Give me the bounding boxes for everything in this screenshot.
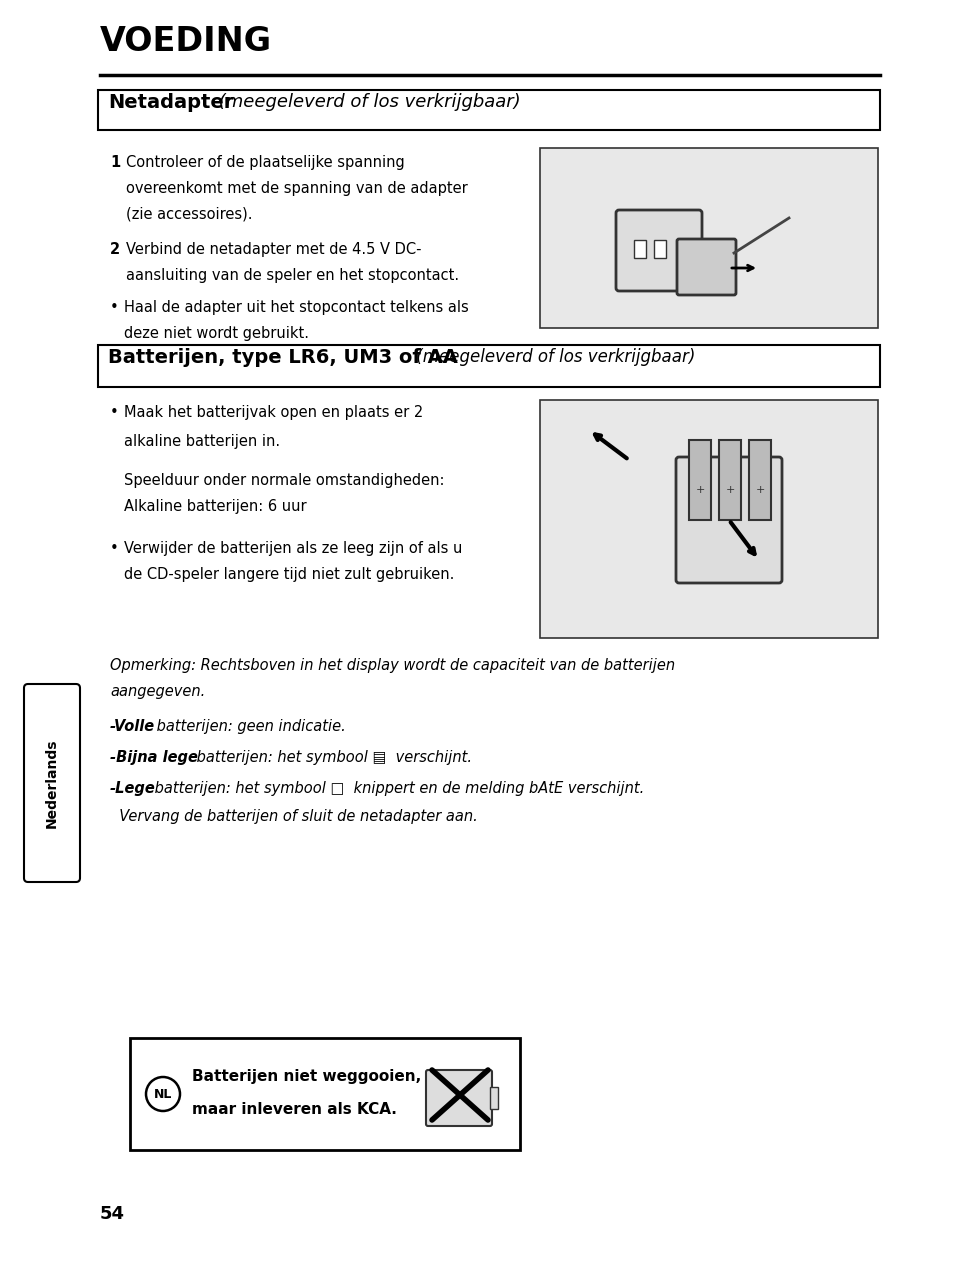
Text: maar inleveren als KCA.: maar inleveren als KCA.: [192, 1102, 396, 1117]
Text: Netadapter: Netadapter: [108, 94, 233, 113]
Text: batterijen: het symbool ▤  verschijnt.: batterijen: het symbool ▤ verschijnt.: [192, 750, 472, 765]
Text: Maak het batterijvak open en plaats er 2: Maak het batterijvak open en plaats er 2: [124, 405, 423, 420]
Text: •: •: [110, 405, 118, 420]
Bar: [98, 90, 879, 130]
Text: VOEDING: VOEDING: [100, 25, 272, 58]
FancyBboxPatch shape: [677, 239, 735, 295]
Bar: [130, 1039, 519, 1150]
Bar: [98, 345, 879, 387]
Text: batterijen: het symbool □  knippert en de melding bAtE verschijnt.: batterijen: het symbool □ knippert en de…: [150, 781, 643, 796]
FancyBboxPatch shape: [24, 684, 80, 882]
Text: (meegeleverd of los verkrijgbaar): (meegeleverd of los verkrijgbaar): [213, 94, 520, 111]
Text: •: •: [110, 300, 118, 315]
Text: alkaline batterijen in.: alkaline batterijen in.: [124, 434, 280, 449]
Text: -Lege: -Lege: [110, 781, 155, 796]
Bar: [634, 240, 645, 258]
Text: +: +: [724, 484, 734, 495]
Text: Verwijder de batterijen als ze leeg zijn of als u: Verwijder de batterijen als ze leeg zijn…: [124, 541, 462, 557]
Text: -Bijna lege: -Bijna lege: [110, 750, 197, 765]
FancyBboxPatch shape: [676, 457, 781, 583]
Text: batterijen: geen indicatie.: batterijen: geen indicatie.: [152, 719, 345, 734]
Text: Batterijen, type LR6, UM3 of AA: Batterijen, type LR6, UM3 of AA: [108, 348, 457, 367]
Bar: [539, 148, 877, 328]
Text: Opmerking: Rechtsboven in het display wordt de capaciteit van de batterijen: Opmerking: Rechtsboven in het display wo…: [110, 658, 675, 673]
Text: Speelduur onder normale omstandigheden:: Speelduur onder normale omstandigheden:: [124, 473, 444, 488]
Text: 54: 54: [100, 1206, 125, 1223]
Text: Alkaline batterijen: 6 uur: Alkaline batterijen: 6 uur: [124, 498, 306, 514]
Bar: [539, 400, 877, 638]
Bar: [654, 240, 665, 258]
Text: Haal de adapter uit het stopcontact telkens als
deze niet wordt gebruikt.: Haal de adapter uit het stopcontact telk…: [124, 300, 468, 340]
Text: (meegeleverd of los verkrijgbaar): (meegeleverd of los verkrijgbaar): [411, 348, 695, 366]
Bar: [490, 1087, 497, 1109]
Text: de CD-speler langere tijd niet zult gebruiken.: de CD-speler langere tijd niet zult gebr…: [124, 567, 454, 582]
Text: 1: 1: [110, 156, 120, 170]
Text: Batterijen niet weggooien,: Batterijen niet weggooien,: [192, 1069, 421, 1084]
Bar: [719, 440, 740, 520]
Text: Nederlands: Nederlands: [45, 739, 59, 827]
FancyBboxPatch shape: [426, 1070, 492, 1126]
Text: +: +: [695, 484, 704, 495]
Text: Vervang de batterijen of sluit de netadapter aan.: Vervang de batterijen of sluit de netada…: [110, 810, 477, 824]
FancyBboxPatch shape: [616, 210, 701, 291]
Text: 2: 2: [110, 242, 120, 257]
Bar: [748, 440, 770, 520]
Text: Verbind de netadapter met de 4.5 V DC-
aansluiting van de speler en het stopcont: Verbind de netadapter met de 4.5 V DC- a…: [126, 242, 458, 283]
Text: aangegeven.: aangegeven.: [110, 684, 205, 700]
Text: •: •: [110, 541, 118, 557]
Text: NL: NL: [153, 1088, 172, 1101]
Text: Controleer of de plaatselijke spanning
overeenkomt met de spanning van de adapte: Controleer of de plaatselijke spanning o…: [126, 156, 467, 221]
Text: -Volle: -Volle: [110, 719, 155, 734]
Text: +: +: [755, 484, 764, 495]
Bar: [688, 440, 710, 520]
